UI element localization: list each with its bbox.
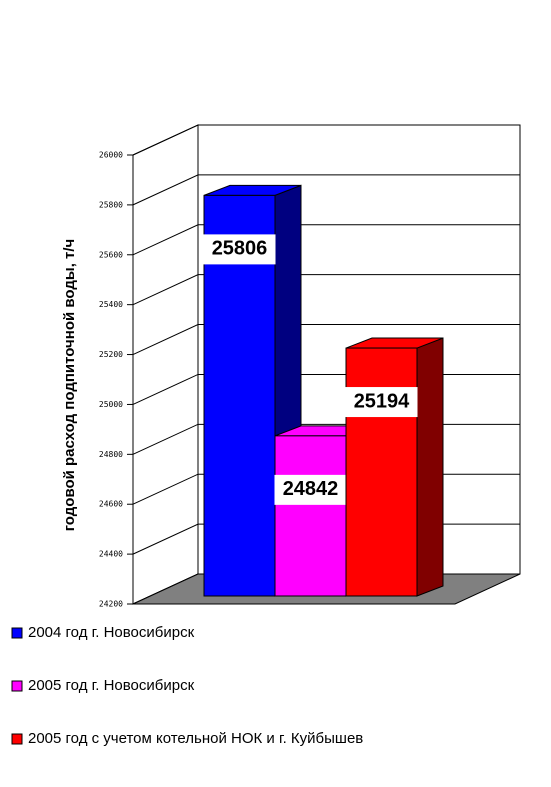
- bar-side: [416, 337, 444, 597]
- bar-group: [345, 337, 444, 597]
- y-tick-label: 24800: [99, 450, 123, 459]
- data-label: 25806: [212, 238, 268, 260]
- bar: [345, 347, 418, 597]
- legend-label: 2005 год г. Новосибирск: [28, 677, 195, 694]
- y-tick-label: 25400: [99, 300, 123, 309]
- y-tick-label: 25200: [99, 350, 123, 359]
- legend-swatch: [11, 627, 23, 639]
- grid-line: [132, 124, 520, 156]
- data-label-box: [274, 474, 347, 505]
- legend-swatch: [11, 680, 23, 692]
- grid-line: [132, 224, 520, 256]
- grid-line: [132, 324, 520, 356]
- legend-label: 2004 год г. Новосибирск: [28, 624, 195, 641]
- data-label: 24842: [283, 478, 339, 500]
- data-label: 25194: [354, 390, 410, 412]
- y-tick-label: 25600: [99, 250, 123, 259]
- y-tick-label: 25800: [99, 200, 123, 209]
- y-tick-label: 24600: [99, 500, 123, 509]
- y-tick-label: 25000: [99, 400, 123, 409]
- y-tick-label: 24400: [99, 550, 123, 559]
- grid-line: [132, 174, 520, 206]
- grid-line: [132, 274, 520, 306]
- side-wall: [132, 124, 199, 605]
- y-tick-label: 26000: [99, 151, 123, 160]
- legend-swatch: [11, 733, 23, 745]
- bar: [274, 435, 347, 597]
- legend-label: 2005 год с учетом котельной НОК и г. Куй…: [28, 730, 363, 747]
- y-tick-label: 24200: [99, 600, 123, 609]
- data-label-box: [345, 387, 418, 418]
- data-label-box: [203, 234, 276, 265]
- y-axis-label: годовой расход подпиточной воды, т/ч: [61, 239, 78, 532]
